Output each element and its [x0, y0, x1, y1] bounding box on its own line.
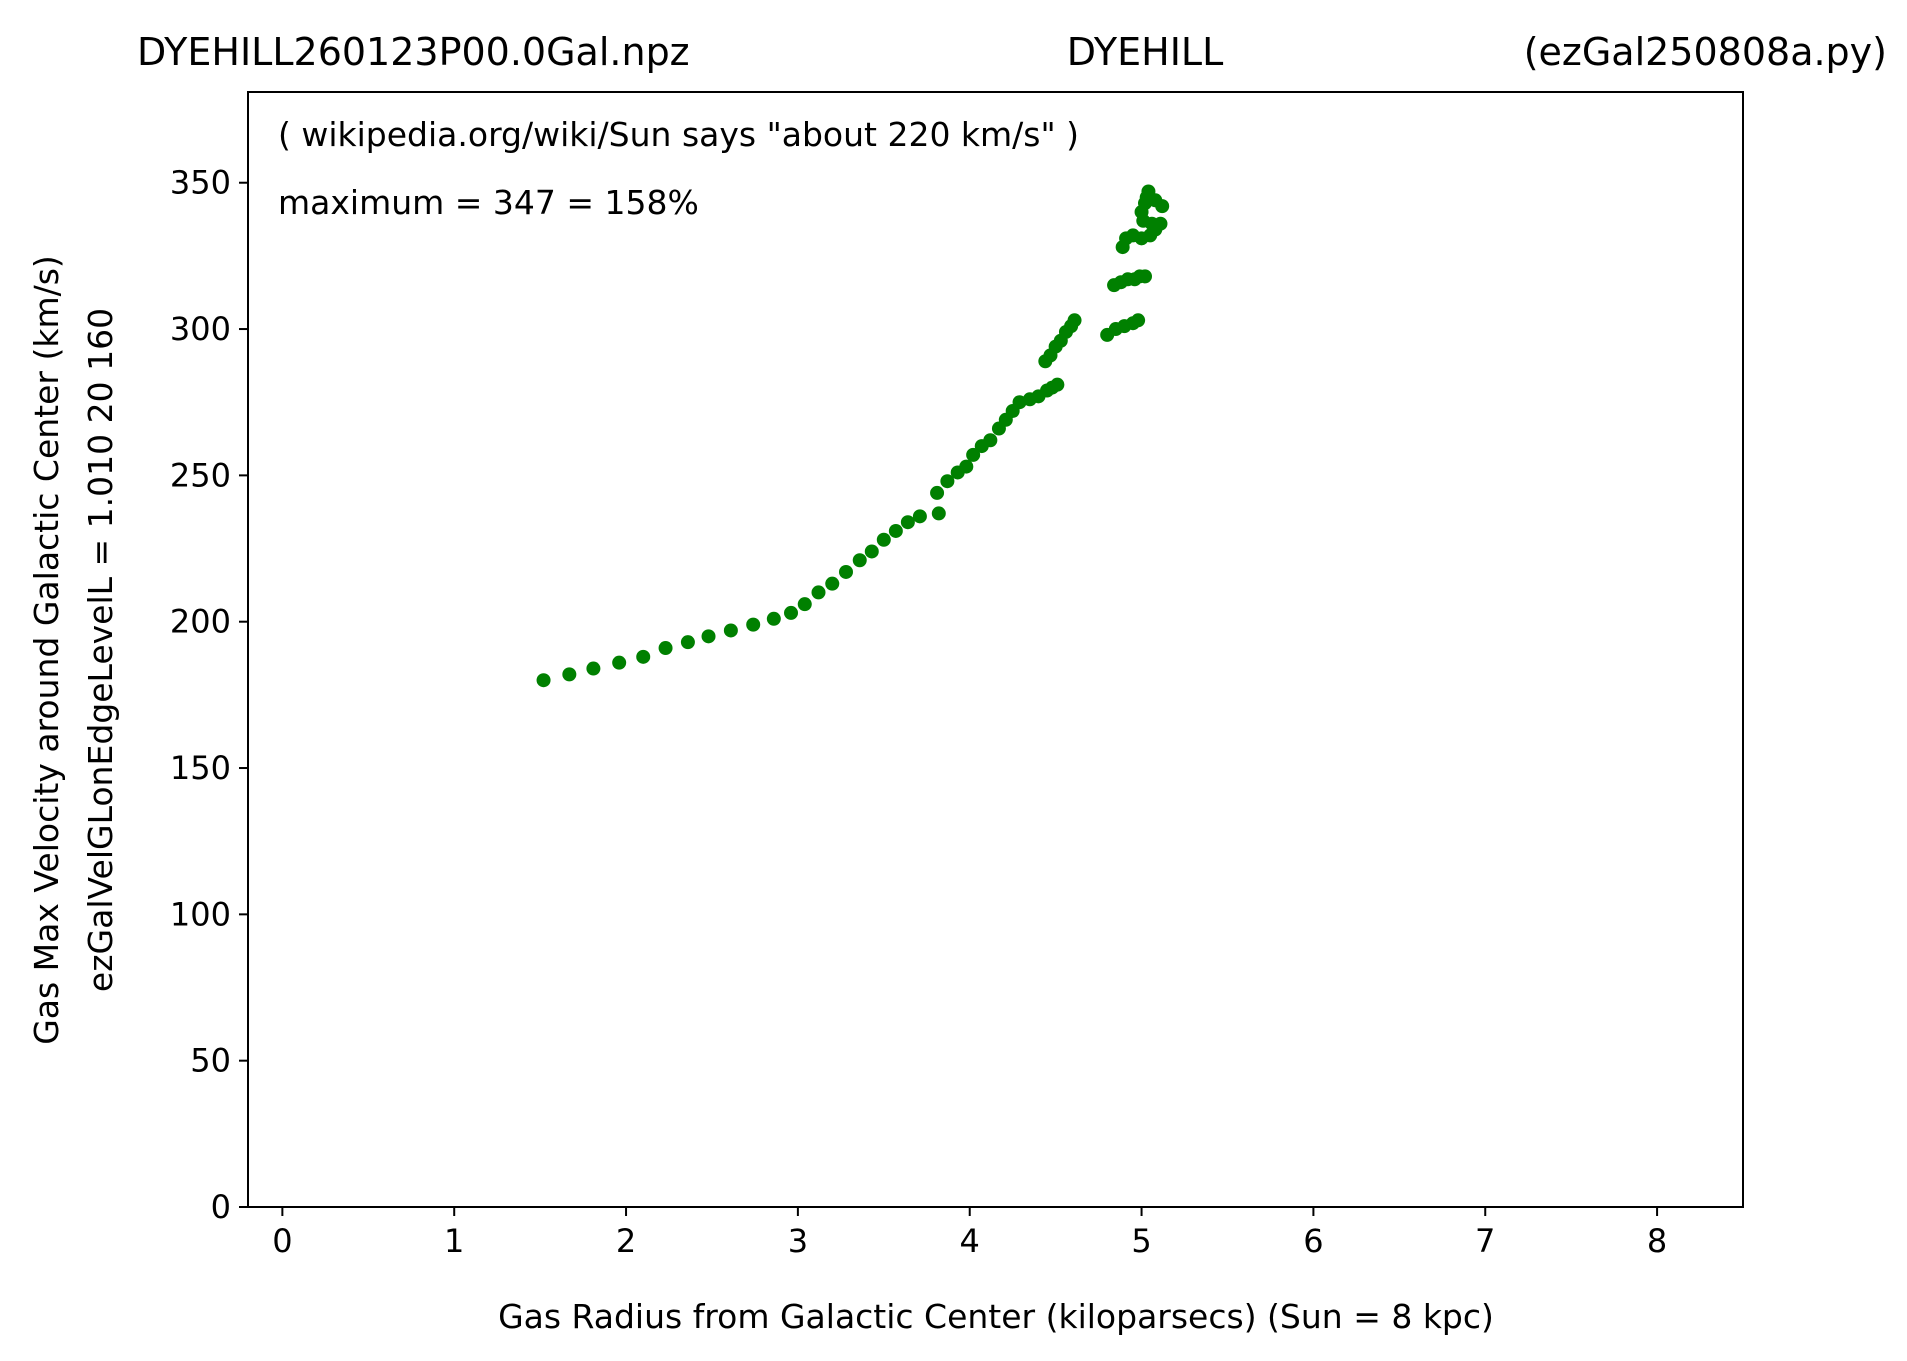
x-tick-label: 0 — [272, 1222, 292, 1260]
data-point — [797, 597, 812, 612]
data-point — [586, 661, 601, 676]
y-axis: 0 50 100 150 200 250 300 350 — [170, 164, 248, 1226]
data-point — [723, 623, 738, 638]
data-point — [766, 611, 781, 626]
data-point — [811, 585, 826, 600]
data-point — [931, 506, 946, 521]
data-point — [912, 509, 927, 524]
data-point — [966, 447, 981, 462]
x-tick-label: 7 — [1475, 1222, 1495, 1260]
annotation-wikipedia: ( wikipedia.org/wiki/Sun says "about 220… — [278, 115, 1079, 154]
y-tick-label: 100 — [170, 895, 231, 933]
data-point — [864, 544, 879, 559]
title-right: (ezGal250808a.py) — [1524, 30, 1887, 74]
y-tick-label: 150 — [170, 749, 231, 787]
x-tick-label: 8 — [1647, 1222, 1667, 1260]
data-point — [636, 649, 651, 664]
data-point — [959, 459, 974, 474]
data-point — [784, 605, 799, 620]
data-points — [536, 184, 1170, 688]
x-tick-label: 2 — [616, 1222, 636, 1260]
x-tick-label: 4 — [960, 1222, 980, 1260]
data-point — [983, 433, 998, 448]
y-tick-label: 250 — [170, 456, 231, 494]
data-point — [930, 485, 945, 500]
y-axis-label-secondary: ezGalVelGLonEdgeLevelL = 1.010 20 160 — [81, 308, 120, 992]
data-point — [562, 667, 577, 682]
data-point — [876, 532, 891, 547]
data-point — [536, 673, 551, 688]
title-left: DYEHILL260123P00.0Gal.npz — [137, 30, 690, 74]
data-point — [658, 641, 673, 656]
data-point — [1138, 269, 1152, 284]
y-tick-label: 200 — [170, 603, 231, 641]
plot-area — [247, 91, 1744, 1208]
y-tick-label: 0 — [211, 1188, 231, 1226]
x-axis: 0 1 2 3 4 5 6 7 8 — [272, 1207, 1667, 1260]
data-point — [1050, 377, 1065, 392]
x-tick-label: 6 — [1303, 1222, 1323, 1260]
y-axis-label: Gas Max Velocity around Galactic Center … — [27, 255, 66, 1045]
data-point — [825, 576, 840, 591]
data-point — [940, 474, 955, 489]
y-tick-label: 350 — [170, 164, 231, 202]
title-center: DYEHILL — [1067, 30, 1224, 74]
data-point — [888, 523, 903, 538]
data-point — [1131, 313, 1146, 328]
x-tick-label: 1 — [444, 1222, 464, 1260]
y-tick-label: 300 — [170, 310, 231, 348]
data-point — [1155, 199, 1170, 214]
data-point — [1067, 313, 1082, 328]
y-tick-label: 50 — [190, 1042, 231, 1080]
x-tick-label: 5 — [1131, 1222, 1151, 1260]
x-tick-label: 3 — [788, 1222, 808, 1260]
data-point — [852, 553, 867, 568]
data-point — [680, 635, 695, 650]
data-point — [701, 629, 716, 644]
annotation-maximum: maximum = 347 = 158% — [278, 183, 699, 222]
data-point — [839, 564, 853, 579]
data-point — [746, 617, 761, 632]
x-axis-label: Gas Radius from Galactic Center (kilopar… — [498, 1297, 1494, 1336]
data-point — [612, 655, 627, 670]
data-point — [900, 515, 915, 530]
